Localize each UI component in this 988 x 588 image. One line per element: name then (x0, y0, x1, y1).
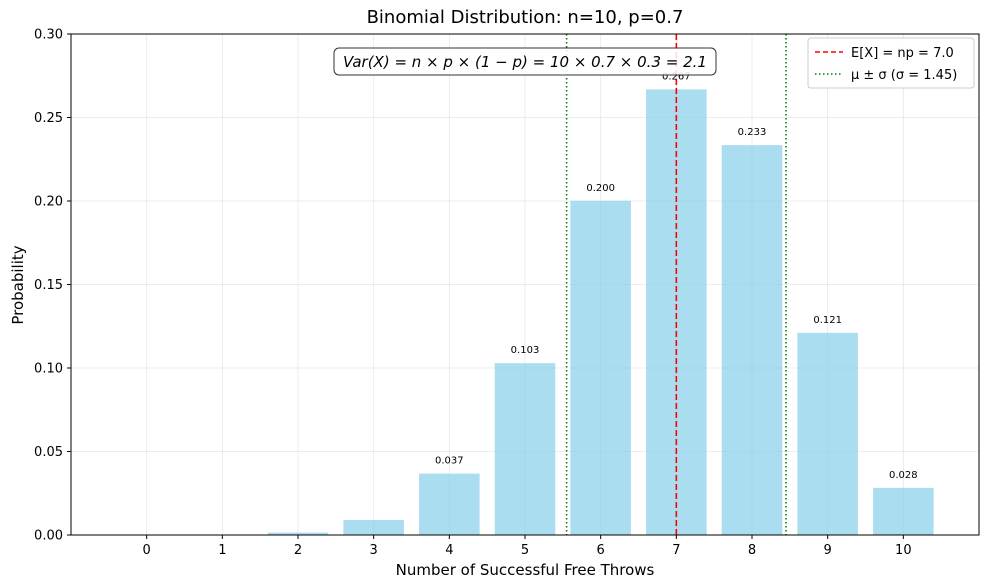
x-axis-label: Number of Successful Free Throws (396, 561, 655, 579)
data-label-9: 0.121 (813, 315, 842, 326)
y-tick-label: 0.15 (34, 278, 63, 293)
data-label-5: 0.103 (511, 345, 540, 356)
y-tick-label: 0.10 (34, 362, 63, 377)
annotation-box: Var(X) = n × p × (1 − p) = 10 × 0.7 × 0.… (333, 47, 717, 76)
x-tick-label-2: 2 (294, 543, 302, 558)
x-tick-label-8: 8 (748, 543, 756, 558)
x-ticks: 0 1 2 3 4 5 6 7 8 9 10 (143, 535, 912, 558)
reference-lines (565, 34, 787, 535)
x-tick-label-7: 7 (672, 543, 680, 558)
data-label-4: 0.037 (435, 456, 464, 467)
y-tick-label: 0.05 (34, 445, 63, 460)
chart-title: Binomial Distribution: n=10, p=0.7 (367, 7, 684, 28)
x-tick-label-9: 9 (824, 543, 832, 558)
data-label-8: 0.233 (738, 127, 767, 138)
y-tick-label: 0.30 (34, 28, 63, 43)
y-tick-label: 0.25 (34, 111, 63, 126)
data-labels: 0.037 0.103 0.200 0.267 0.233 0.121 0.028 (435, 71, 918, 480)
bar-4 (419, 473, 480, 535)
y-ticks: 0.00 0.05 0.10 0.15 0.20 0.25 0.30 (34, 28, 71, 544)
data-label-7: 0.267 (662, 71, 691, 82)
x-tick-label-0: 0 (143, 543, 151, 558)
bar-9 (797, 332, 858, 535)
bars (116, 89, 934, 536)
bar-8 (721, 145, 783, 535)
bar-2 (267, 532, 329, 535)
x-tick-label-6: 6 (597, 543, 605, 558)
y-tick-label: 0.00 (34, 529, 63, 544)
data-label-10: 0.028 (889, 470, 918, 481)
x-tick-label-10: 10 (895, 543, 912, 558)
data-label-6: 0.200 (586, 183, 615, 194)
x-tick-label-1: 1 (218, 543, 226, 558)
y-axis-label: Probability (9, 245, 27, 324)
legend-label-sigma: μ ± σ (σ = 1.45) (851, 68, 957, 83)
x-tick-label-3: 3 (370, 543, 378, 558)
legend-label-mean: E[X] = np = 7.0 (851, 46, 954, 61)
variance-annotation: Var(X) = n × p × (1 − p) = 10 × 0.7 × 0.… (343, 53, 707, 71)
bar-10 (873, 487, 934, 535)
x-tick-label-4: 4 (445, 543, 453, 558)
y-tick-label: 0.20 (34, 195, 63, 210)
bar-3 (343, 519, 404, 535)
legend: E[X] = np = 7.0 μ ± σ (σ = 1.45) (807, 37, 975, 89)
bar-5 (494, 363, 556, 535)
bar-6 (570, 200, 631, 536)
x-tick-label-5: 5 (521, 543, 529, 558)
